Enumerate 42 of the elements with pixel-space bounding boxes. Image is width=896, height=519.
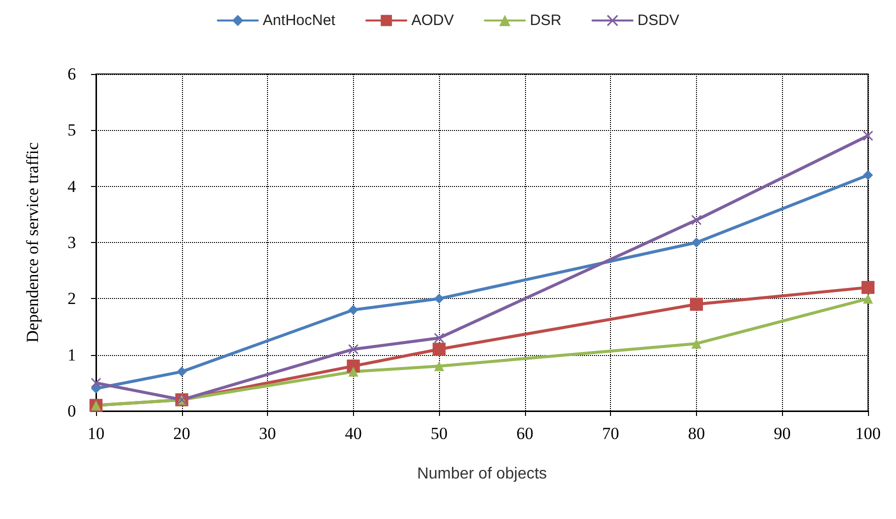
y-tick-label: 6 xyxy=(68,64,76,84)
x-tick-label: 70 xyxy=(602,424,620,443)
point xyxy=(91,378,101,388)
y-tick-label: 2 xyxy=(68,289,76,308)
point xyxy=(863,294,873,304)
x-tick-label: 10 xyxy=(88,424,104,443)
point xyxy=(434,294,444,304)
y-tick-label: 5 xyxy=(68,120,76,140)
legend-label: AntHocNet xyxy=(262,12,336,29)
point xyxy=(863,130,873,141)
point xyxy=(862,280,874,294)
y-tick-label: 3 xyxy=(68,233,76,252)
legend-label: DSDV xyxy=(638,12,680,29)
y-axis-title: Dependence of service traffic xyxy=(23,142,42,343)
x-tick-label: 40 xyxy=(344,424,362,443)
point xyxy=(432,342,446,356)
x-tick-label: 60 xyxy=(516,424,534,443)
point xyxy=(91,384,101,394)
point xyxy=(691,215,702,226)
point xyxy=(346,360,360,373)
point xyxy=(691,338,702,349)
point xyxy=(434,361,444,372)
point xyxy=(176,366,187,377)
x-tick-label: 50 xyxy=(430,424,448,443)
x-axis-title: Number of objects xyxy=(417,466,547,482)
legend-label: AODV xyxy=(411,12,454,29)
point xyxy=(348,344,358,354)
point xyxy=(690,298,703,311)
x-tick-label: 90 xyxy=(774,424,791,443)
x-tick-label: 20 xyxy=(173,424,190,443)
point xyxy=(691,238,702,248)
x-tick-label: 30 xyxy=(259,424,276,443)
point xyxy=(434,332,444,343)
legend-label: DSR xyxy=(530,12,562,29)
point xyxy=(863,170,873,180)
x-tick-label: 80 xyxy=(688,424,705,443)
point xyxy=(348,304,358,315)
y-tick-label: 0 xyxy=(68,402,76,420)
y-tick-label: 4 xyxy=(68,176,76,196)
point xyxy=(348,366,358,377)
x-tick-label: 100 xyxy=(855,424,881,443)
y-tick-label: 1 xyxy=(68,345,76,364)
